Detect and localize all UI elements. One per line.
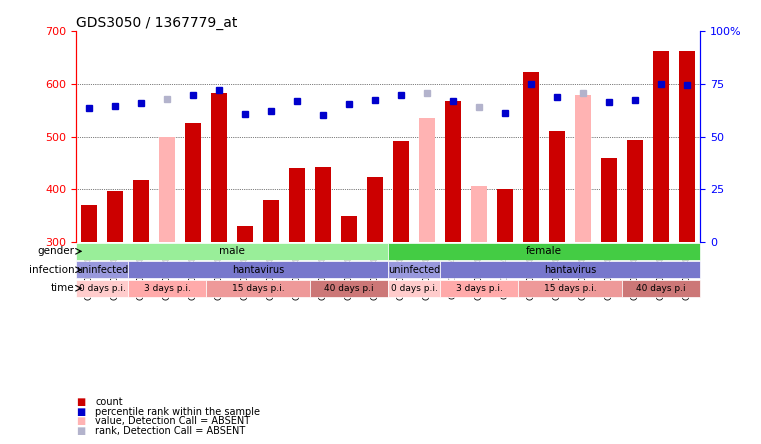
Text: ■: ■ — [76, 426, 85, 436]
Text: 3 days p.i.: 3 days p.i. — [456, 284, 502, 293]
FancyBboxPatch shape — [128, 262, 388, 278]
Bar — [341, 216, 357, 242]
FancyBboxPatch shape — [128, 280, 206, 297]
Bar — [315, 167, 331, 242]
Text: hantavirus: hantavirus — [232, 265, 284, 275]
Bar — [212, 93, 227, 242]
Text: GDS3050 / 1367779_at: GDS3050 / 1367779_at — [76, 16, 237, 30]
FancyBboxPatch shape — [440, 262, 700, 278]
FancyBboxPatch shape — [76, 243, 388, 260]
Text: 0 days p.i.: 0 days p.i. — [390, 284, 438, 293]
Text: ■: ■ — [76, 416, 85, 426]
Text: ■: ■ — [76, 397, 85, 407]
Bar — [237, 226, 253, 242]
FancyBboxPatch shape — [388, 280, 440, 297]
Bar — [393, 141, 409, 242]
Text: time: time — [51, 283, 75, 293]
Text: 15 days p.i.: 15 days p.i. — [544, 284, 597, 293]
Bar — [524, 71, 539, 242]
FancyBboxPatch shape — [440, 280, 518, 297]
Text: ■: ■ — [76, 407, 85, 416]
FancyBboxPatch shape — [388, 262, 440, 278]
Bar — [549, 131, 565, 242]
Bar — [368, 177, 383, 242]
Bar — [289, 168, 305, 242]
Bar — [575, 95, 591, 242]
Text: percentile rank within the sample: percentile rank within the sample — [95, 407, 260, 416]
Bar — [601, 158, 617, 242]
FancyBboxPatch shape — [76, 262, 128, 278]
FancyBboxPatch shape — [388, 243, 700, 260]
Bar — [627, 140, 643, 242]
Bar — [680, 51, 695, 242]
Text: male: male — [219, 246, 245, 256]
FancyBboxPatch shape — [622, 280, 700, 297]
Text: 40 days p.i: 40 days p.i — [324, 284, 374, 293]
Bar — [186, 123, 201, 242]
Text: infection: infection — [29, 265, 75, 275]
Bar — [133, 180, 149, 242]
Text: 15 days p.i.: 15 days p.i. — [232, 284, 285, 293]
Text: value, Detection Call = ABSENT: value, Detection Call = ABSENT — [95, 416, 250, 426]
FancyBboxPatch shape — [518, 280, 622, 297]
Bar — [653, 51, 669, 242]
Bar — [419, 118, 435, 242]
Bar — [263, 200, 279, 242]
Bar — [471, 186, 487, 242]
Bar — [81, 205, 97, 242]
Text: count: count — [95, 397, 123, 407]
Text: 0 days p.i.: 0 days p.i. — [78, 284, 126, 293]
Text: hantavirus: hantavirus — [544, 265, 596, 275]
Bar — [445, 101, 461, 242]
FancyBboxPatch shape — [206, 280, 310, 297]
Text: rank, Detection Call = ABSENT: rank, Detection Call = ABSENT — [95, 426, 245, 436]
FancyBboxPatch shape — [76, 280, 128, 297]
Bar — [498, 189, 513, 242]
Text: female: female — [526, 246, 562, 256]
Text: uninfected: uninfected — [388, 265, 440, 275]
Bar — [107, 191, 123, 242]
FancyBboxPatch shape — [310, 280, 388, 297]
Bar — [159, 137, 175, 242]
Text: gender: gender — [38, 246, 75, 256]
Text: 3 days p.i.: 3 days p.i. — [144, 284, 190, 293]
Text: uninfected: uninfected — [76, 265, 128, 275]
Text: 40 days p.i: 40 days p.i — [636, 284, 686, 293]
